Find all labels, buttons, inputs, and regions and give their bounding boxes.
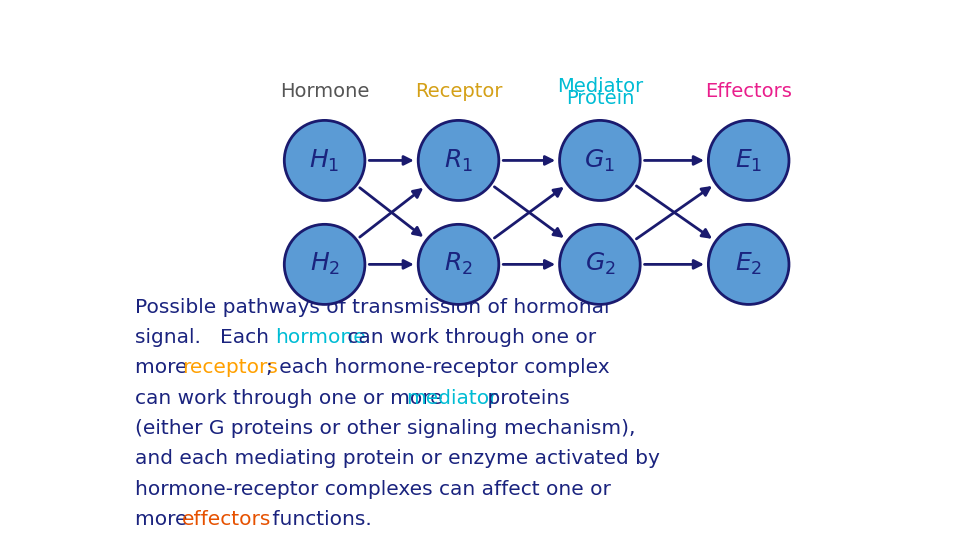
Text: more: more bbox=[134, 359, 194, 377]
Ellipse shape bbox=[284, 120, 365, 200]
Text: $R_{2}$: $R_{2}$ bbox=[444, 251, 473, 278]
Text: more: more bbox=[134, 510, 194, 529]
Text: Protein: Protein bbox=[565, 89, 634, 107]
Ellipse shape bbox=[560, 224, 640, 305]
Text: $E_{2}$: $E_{2}$ bbox=[735, 251, 762, 278]
Text: hormone-receptor complexes can affect one or: hormone-receptor complexes can affect on… bbox=[134, 480, 611, 499]
Text: Mediator: Mediator bbox=[557, 77, 643, 96]
Text: Possible pathways of transmission of hormonal: Possible pathways of transmission of hor… bbox=[134, 298, 610, 316]
Text: $H_{1}$: $H_{1}$ bbox=[309, 147, 340, 173]
Text: $G_{2}$: $G_{2}$ bbox=[585, 251, 615, 278]
Text: and each mediating protein or enzyme activated by: and each mediating protein or enzyme act… bbox=[134, 449, 660, 468]
Text: $H_{2}$: $H_{2}$ bbox=[309, 251, 340, 278]
Text: can work through one or: can work through one or bbox=[341, 328, 596, 347]
Ellipse shape bbox=[284, 224, 365, 305]
Ellipse shape bbox=[560, 120, 640, 200]
Text: $G_{1}$: $G_{1}$ bbox=[585, 147, 615, 173]
Text: signal.   Each: signal. Each bbox=[134, 328, 276, 347]
Ellipse shape bbox=[708, 224, 789, 305]
Ellipse shape bbox=[419, 224, 499, 305]
Text: (either G proteins or other signaling mechanism),: (either G proteins or other signaling me… bbox=[134, 419, 636, 438]
Text: can work through one or more: can work through one or more bbox=[134, 389, 449, 408]
Text: proteins: proteins bbox=[481, 389, 570, 408]
Text: hormone: hormone bbox=[276, 328, 366, 347]
Text: effectors: effectors bbox=[181, 510, 271, 529]
Ellipse shape bbox=[708, 120, 789, 200]
Text: Hormone: Hormone bbox=[280, 82, 370, 102]
Text: Receptor: Receptor bbox=[415, 82, 502, 102]
Text: mediator: mediator bbox=[406, 389, 498, 408]
Text: functions.: functions. bbox=[266, 510, 372, 529]
Text: ; each hormone-receptor complex: ; each hormone-receptor complex bbox=[266, 359, 610, 377]
Text: $R_{1}$: $R_{1}$ bbox=[444, 147, 473, 173]
Text: Effectors: Effectors bbox=[706, 82, 792, 102]
Text: receptors: receptors bbox=[181, 359, 277, 377]
Ellipse shape bbox=[419, 120, 499, 200]
Text: $E_{1}$: $E_{1}$ bbox=[735, 147, 762, 173]
